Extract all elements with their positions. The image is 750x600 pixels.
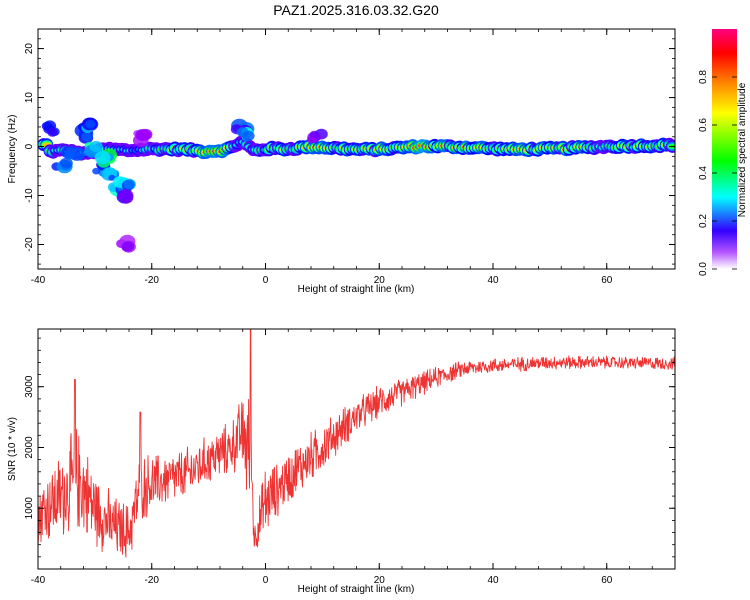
colorbar-tick-label: 0.2 (698, 214, 709, 228)
spectrogram-xlabel: Height of straight line (km) (298, 284, 415, 295)
snr-axes: -40 -20 0 20 40 60 1000 2000 3000 (24, 329, 676, 586)
figure-title: PAZ1.2025.316.03.32.G20 (273, 2, 439, 18)
snr-ylabel: SNR (10 * v/v) (7, 417, 18, 481)
colorbar-tick-label: 0.4 (698, 166, 709, 180)
snr-xtick-label: 40 (487, 575, 499, 586)
spectrogram-xtick-label: 60 (601, 275, 613, 286)
snr-ytick-label: 3000 (24, 375, 35, 398)
colorbar-tick-label: 0.8 (698, 70, 709, 84)
heatmap-layer (38, 117, 675, 253)
heat-blob (117, 189, 134, 203)
spectrogram-ytick-label: 10 (24, 92, 35, 104)
spectrogram-xtick-label: 20 (374, 275, 386, 286)
snr-ytick-label: 2000 (24, 436, 35, 459)
snr-xtick-label: -40 (31, 575, 46, 586)
heat-blob (307, 136, 316, 144)
spectrogram-panel: -40 -20 0 20 40 60 -20 -10 0 10 20 Height of strai… (7, 28, 676, 295)
spectrogram-xtick-label: -40 (31, 275, 46, 286)
heat-blob (89, 141, 103, 152)
spectrogram-xtick-label: 0 (263, 275, 269, 286)
heat-blob (242, 130, 255, 141)
colorbar-gradient (712, 29, 737, 269)
colorbar: 0.0 0.2 0.4 0.6 0.8 Normalized spectral ampl… (698, 29, 748, 276)
colorbar-label: Normalized spectral amplitude (737, 82, 748, 217)
heat-blob (64, 152, 74, 160)
spectrogram-ylabel: Frequency (Hz) (7, 115, 18, 184)
snr-xlabel: Height of straight line (km) (298, 584, 415, 595)
heat-blob (85, 119, 96, 129)
snr-panel: -40 -20 0 20 40 60 1000 2000 3000 Height of stra… (7, 328, 676, 595)
heat-blob (139, 128, 153, 141)
colorbar-tick-label: 0.6 (698, 118, 709, 132)
heat-blob (92, 167, 101, 175)
heat-blob (121, 241, 135, 252)
snr-series-line (38, 329, 675, 558)
spectrogram-ytick-label: -20 (24, 237, 35, 252)
spectrogram-ytick-label: -10 (24, 188, 35, 203)
snr-xtick-label: 0 (263, 575, 269, 586)
heat-blob (81, 132, 93, 142)
heat-blob (94, 151, 111, 165)
colorbar-ticks: 0.0 0.2 0.4 0.6 0.8 (698, 70, 737, 276)
spectrogram-ytick-label: 20 (24, 43, 35, 55)
spectrogram-xtick-label: -20 (145, 275, 160, 286)
heat-blob (59, 157, 73, 169)
snr-xtick-label: 20 (374, 575, 386, 586)
snr-ytick-label: 1000 (24, 497, 35, 520)
heat-blob (123, 179, 135, 190)
snr-xtick-label: 60 (601, 575, 613, 586)
spectrogram-xtick-label: 40 (487, 275, 499, 286)
spectrogram-axes: -40 -20 0 20 40 60 -20 -10 0 10 20 (24, 28, 676, 286)
snr-frame (37, 328, 676, 570)
snr-line-layer (38, 329, 675, 558)
colorbar-tick-label: 0.0 (698, 262, 709, 276)
heat-blob (313, 133, 322, 141)
spectrogram-ytick-label: 0 (24, 143, 35, 149)
snr-xtick-label: -20 (145, 575, 160, 586)
heat-blob (47, 127, 58, 137)
